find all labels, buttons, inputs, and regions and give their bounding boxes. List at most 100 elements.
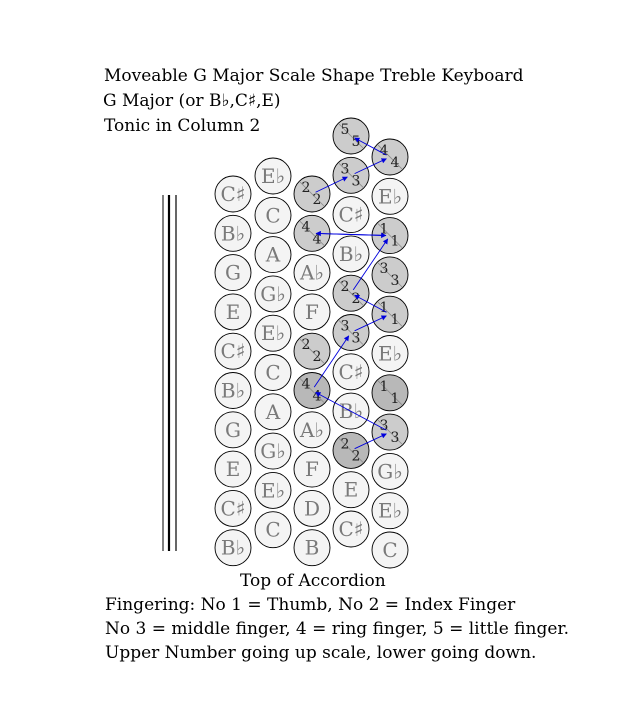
accordion-button[interactable]: G♭: [254, 432, 292, 470]
accordion-button[interactable]: 33: [371, 256, 409, 294]
accordion-button[interactable]: A♭: [293, 411, 331, 449]
button-circle: [254, 275, 292, 313]
note-label: E: [344, 478, 359, 502]
accordion-button[interactable]: B♭: [214, 214, 252, 252]
key-subtitle: G Major (or B♭,C♯,E): [103, 91, 281, 111]
accordion-button[interactable]: E: [332, 471, 370, 509]
scale-divider: [338, 320, 364, 345]
accordion-button[interactable]: C♯: [214, 175, 252, 213]
note-label: G♭: [377, 459, 402, 483]
accordion-button[interactable]: 33: [332, 314, 370, 351]
bellows-edge: [162, 195, 177, 551]
accordion-button[interactable]: A♭: [293, 254, 331, 292]
accordion-button[interactable]: E♭: [254, 314, 292, 352]
accordion-button[interactable]: F: [293, 450, 331, 488]
note-label: C♯: [339, 517, 364, 541]
accordion-button[interactable]: G: [214, 254, 252, 292]
accordion-button[interactable]: C♯: [332, 196, 370, 234]
scale-divider: [338, 280, 364, 306]
accordion-button[interactable]: G: [214, 411, 252, 449]
accordion-button[interactable]: E: [214, 293, 252, 331]
accordion-button[interactable]: B♭: [214, 529, 252, 567]
accordion-button[interactable]: D: [293, 489, 331, 527]
scale-divider: [377, 301, 403, 327]
accordion-button[interactable]: E♭: [371, 492, 409, 530]
accordion-button[interactable]: C: [254, 354, 292, 391]
accordion-button[interactable]: C♯: [332, 510, 370, 548]
accordion-button[interactable]: 33: [371, 413, 409, 451]
accordion-button[interactable]: 44: [293, 372, 331, 409]
finger-down-number: 1: [391, 391, 400, 407]
accordion-button[interactable]: 22: [332, 274, 370, 312]
finger-down-number: 2: [352, 291, 361, 307]
button-circle: [254, 196, 292, 234]
accordion-button[interactable]: 44: [371, 138, 409, 176]
accordion-button[interactable]: E: [214, 450, 252, 488]
accordion-button[interactable]: 44: [293, 214, 331, 252]
finger-down-number: 3: [352, 331, 361, 347]
accordion-button[interactable]: A: [254, 393, 292, 431]
accordion-button[interactable]: E♭: [371, 177, 409, 215]
accordion-button[interactable]: B♭: [332, 235, 370, 273]
accordion-button[interactable]: C♯: [214, 332, 252, 370]
accordion-button[interactable]: F: [293, 293, 331, 331]
note-label: E♭: [378, 342, 402, 366]
note-label: B: [305, 536, 320, 560]
accordion-button[interactable]: E♭: [254, 471, 292, 509]
button-grid: C♯B♭GEC♯B♭GEC♯B♭E♭CAG♭E♭CAG♭E♭C2244A♭F22…: [214, 117, 409, 569]
note-label: B♭: [221, 379, 245, 403]
fingering-arrow: [352, 238, 389, 291]
accordion-button[interactable]: E♭: [254, 157, 292, 195]
fingering-arrow: [354, 433, 387, 450]
button-circle: [254, 511, 292, 549]
scale-divider: [299, 378, 325, 403]
note-label: E: [226, 457, 241, 481]
accordion-button[interactable]: C: [254, 511, 292, 549]
fingering-arrow: [313, 335, 350, 388]
button-circle: [214, 293, 252, 331]
accordion-button[interactable]: 11: [371, 217, 409, 255]
button-circle: [214, 254, 252, 292]
fingering-arrow: [315, 176, 348, 193]
accordion-button[interactable]: C: [254, 196, 292, 234]
button-circle: [214, 332, 252, 370]
finger-up-number: 3: [380, 261, 389, 277]
accordion-button[interactable]: B♭: [214, 372, 252, 409]
accordion-button[interactable]: A: [254, 236, 292, 274]
accordion-button[interactable]: G♭: [371, 452, 409, 490]
accordion-button[interactable]: B: [293, 529, 331, 567]
finger-down-number: 3: [352, 173, 361, 189]
button-circle: [254, 393, 292, 431]
button-circle: [371, 177, 409, 215]
accordion-button[interactable]: 22: [293, 175, 331, 213]
accordion-button[interactable]: E♭: [371, 335, 409, 372]
accordion-button[interactable]: C♯: [332, 353, 370, 391]
button-circle: [332, 353, 370, 391]
finger-up-number: 2: [341, 279, 350, 295]
finger-up-number: 1: [380, 379, 389, 395]
accordion-button[interactable]: 11: [371, 374, 409, 412]
accordion-button[interactable]: 55: [332, 117, 370, 155]
finger-up-number: 4: [302, 377, 311, 393]
note-label: G: [225, 261, 241, 285]
accordion-button[interactable]: 22: [332, 431, 370, 469]
scale-divider: [377, 262, 403, 288]
accordion-button[interactable]: C: [371, 531, 409, 569]
accordion-button[interactable]: C♯: [214, 489, 252, 527]
button-circle: [254, 236, 292, 274]
button-circle: [254, 157, 292, 195]
accordion-button[interactable]: 22: [293, 332, 331, 370]
button-circle: [254, 432, 292, 470]
finger-up-number: 4: [302, 219, 311, 235]
note-label: C♯: [221, 182, 246, 206]
button-circle: [254, 354, 292, 391]
scale-divider: [377, 419, 403, 445]
accordion-button[interactable]: G♭: [254, 275, 292, 313]
accordion-button[interactable]: 11: [371, 295, 409, 333]
note-label: C: [265, 518, 280, 542]
accordion-button[interactable]: 33: [332, 156, 370, 194]
finger-down-number: 3: [391, 430, 400, 446]
note-label: C: [265, 203, 280, 227]
button-circle: [332, 510, 370, 548]
